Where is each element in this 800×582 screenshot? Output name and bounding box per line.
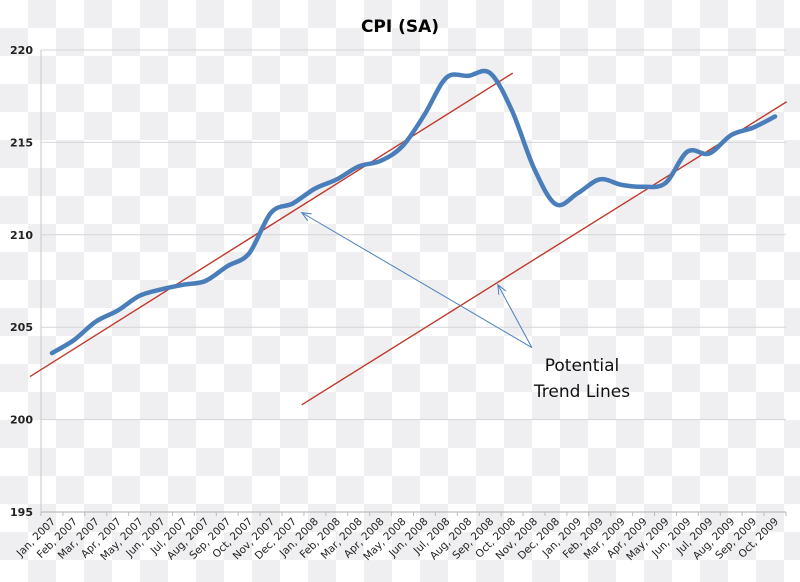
chart-title: CPI (SA) <box>361 17 439 37</box>
annotation-arrow <box>497 284 533 348</box>
cpi-series-line <box>49 68 778 356</box>
annotation-line-2: Trend Lines <box>533 382 630 402</box>
arrowhead-icon <box>300 211 312 221</box>
gridlines <box>40 49 786 513</box>
y-axis-ticks: 195 200 205 210 215 220 <box>10 44 33 519</box>
arrowhead-icon <box>497 283 506 295</box>
y-tick-label: 205 <box>10 321 33 334</box>
y-tick-label: 200 <box>10 414 33 427</box>
trend-line <box>29 72 514 378</box>
trend-lines <box>29 72 788 406</box>
y-tick-label: 210 <box>10 229 33 242</box>
series <box>49 68 778 356</box>
annotation-line-1: Potential <box>545 356 619 376</box>
y-tick-label: 215 <box>10 136 33 149</box>
annotation: Potential Trend Lines <box>300 211 630 402</box>
y-tick-label: 195 <box>10 506 33 519</box>
y-tick-label: 220 <box>10 44 33 57</box>
annotation-arrow <box>301 212 533 348</box>
